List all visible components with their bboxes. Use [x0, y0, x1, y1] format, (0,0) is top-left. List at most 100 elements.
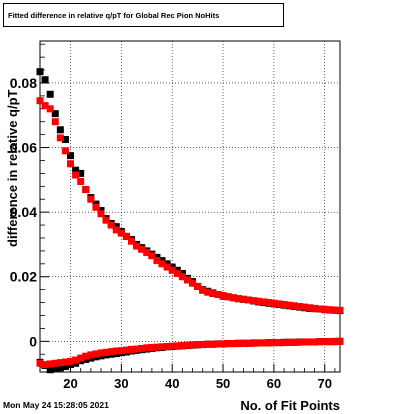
y-axis-label: difference in relative q/pT	[5, 89, 20, 247]
data-point	[163, 342, 171, 350]
data-point	[51, 110, 59, 118]
data-point	[56, 134, 64, 142]
x-tick-label: 70	[318, 376, 332, 391]
data-point	[143, 249, 151, 257]
data-point	[316, 305, 324, 313]
data-point	[183, 276, 191, 284]
data-point	[214, 340, 222, 348]
data-point	[107, 221, 115, 229]
series-2	[36, 97, 344, 314]
data-point	[189, 279, 197, 287]
data-points	[36, 68, 344, 374]
data-point	[67, 160, 75, 168]
data-point	[148, 343, 156, 351]
data-point	[194, 282, 202, 290]
data-point	[285, 301, 293, 309]
data-point	[336, 337, 344, 345]
data-point	[270, 299, 278, 307]
y-tick-label: 0.02	[10, 269, 37, 285]
timestamp: Mon May 24 15:28:05 2021	[3, 400, 109, 410]
data-point	[244, 339, 252, 347]
data-point	[153, 257, 161, 265]
data-point	[51, 365, 59, 373]
data-point	[46, 90, 54, 98]
data-point	[102, 348, 110, 356]
data-point	[36, 68, 44, 76]
grid-lines	[40, 41, 340, 372]
data-point	[305, 304, 313, 312]
data-point	[199, 286, 207, 294]
data-point	[178, 342, 186, 350]
data-point	[224, 293, 232, 301]
data-point	[72, 356, 80, 364]
data-point	[204, 288, 212, 296]
data-point	[260, 339, 268, 347]
data-point	[234, 295, 242, 303]
data-point	[239, 295, 247, 303]
data-point	[92, 203, 100, 211]
x-tick-label: 50	[216, 376, 230, 391]
data-point	[153, 343, 161, 351]
data-point	[316, 338, 324, 346]
data-point	[82, 352, 90, 360]
x-axis-label: No. of Fit Points	[240, 398, 340, 413]
data-point	[295, 338, 303, 346]
data-point	[138, 344, 146, 352]
data-point	[163, 263, 171, 271]
data-point	[260, 298, 268, 306]
data-point	[326, 338, 334, 346]
data-point	[36, 359, 44, 367]
data-point	[290, 302, 298, 310]
data-point	[189, 341, 197, 349]
data-point	[102, 216, 110, 224]
data-point	[41, 76, 49, 84]
data-point	[224, 340, 232, 348]
data-point	[265, 299, 273, 307]
data-point	[331, 306, 339, 314]
data-point	[67, 357, 75, 365]
y-tick-label: 0.08	[10, 75, 37, 91]
data-point	[219, 340, 227, 348]
data-point	[51, 118, 59, 126]
data-point	[41, 102, 49, 110]
data-point	[311, 304, 319, 312]
data-point	[117, 347, 125, 355]
data-point	[51, 359, 59, 367]
data-point	[61, 147, 69, 155]
data-point	[46, 360, 54, 368]
data-point	[72, 166, 80, 174]
y-axis-ticks: 0 0.02 0.04 0.06 0.08	[10, 43, 49, 368]
data-point	[133, 345, 141, 353]
x-tick-label: 20	[63, 376, 77, 391]
data-point	[250, 339, 258, 347]
data-point	[244, 296, 252, 304]
data-point	[143, 344, 151, 352]
series-4	[36, 337, 344, 369]
data-point	[112, 347, 120, 355]
data-point	[229, 340, 237, 348]
data-point	[270, 339, 278, 347]
y-tick-label: 0	[29, 333, 37, 349]
data-point	[122, 232, 130, 240]
data-point	[178, 273, 186, 281]
data-point	[61, 358, 69, 366]
data-point	[219, 291, 227, 299]
data-point	[97, 210, 105, 218]
data-point	[331, 337, 339, 345]
data-point	[336, 306, 344, 314]
data-point	[321, 305, 329, 313]
data-point	[290, 338, 298, 346]
data-point	[97, 349, 105, 357]
x-tick-label: 40	[165, 376, 179, 391]
data-point	[92, 350, 100, 358]
data-point	[194, 341, 202, 349]
data-point	[46, 366, 54, 374]
data-point	[61, 135, 69, 143]
data-point	[82, 186, 90, 194]
data-point	[173, 342, 181, 350]
data-point	[183, 341, 191, 349]
data-point	[250, 297, 258, 305]
data-point	[87, 351, 95, 359]
